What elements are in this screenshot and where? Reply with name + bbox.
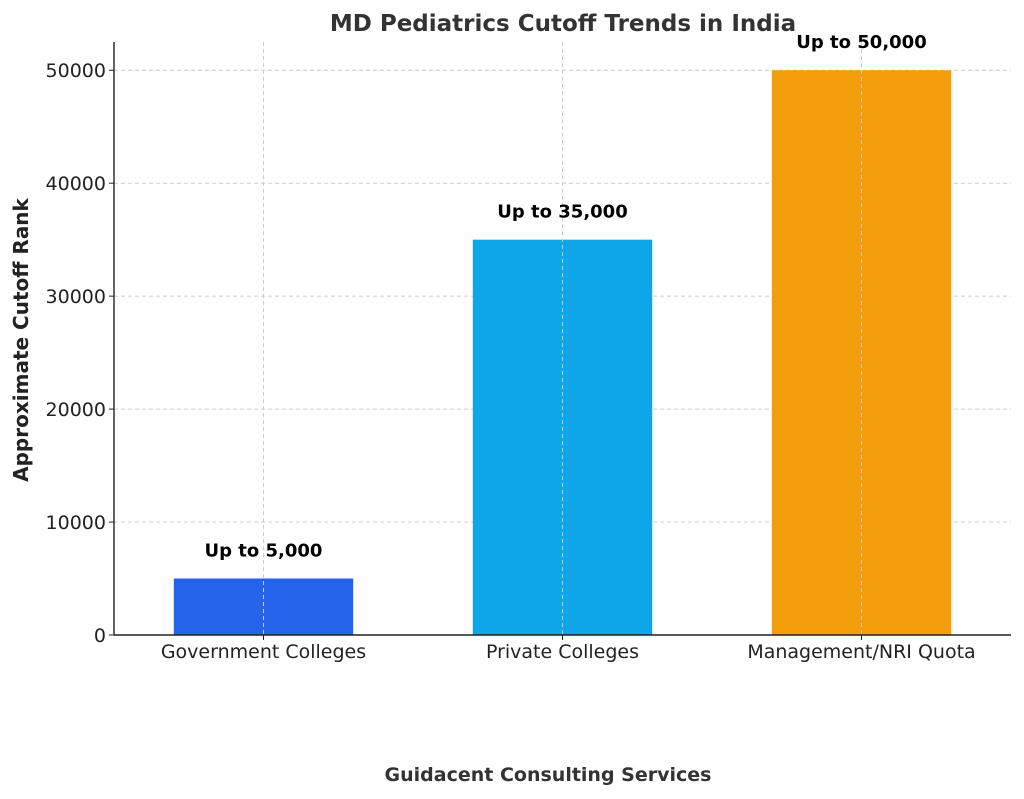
y-tick-label: 50000 — [46, 60, 106, 82]
x-tick-label: Government Colleges — [161, 641, 366, 663]
y-tick-label: 30000 — [46, 286, 106, 308]
data-label: Up to 50,000 — [796, 32, 926, 53]
footer-credit: Guidacent Consulting Services — [385, 764, 712, 786]
y-tick-label: 0 — [94, 625, 106, 647]
y-tick-label: 10000 — [46, 512, 106, 534]
x-tick-label: Private Colleges — [486, 641, 639, 663]
data-label: Up to 5,000 — [205, 541, 323, 562]
y-ticks: 0 10000 20000 30000 40000 50000 — [46, 60, 114, 647]
data-label: Up to 35,000 — [497, 202, 627, 223]
x-ticks: Government Colleges Private Colleges Manag… — [161, 635, 976, 663]
bars — [173, 42, 952, 635]
x-tick-label: Management/NRI Quota — [747, 641, 975, 663]
y-axis-label: Approximate Cutoff Rank — [9, 197, 33, 481]
y-tick-label: 20000 — [46, 399, 106, 421]
chart-title: MD Pediatrics Cutoff Trends in India — [330, 11, 796, 37]
data-labels: Up to 5,000 Up to 35,000 Up to 50,000 — [205, 32, 927, 561]
y-tick-label: 40000 — [46, 173, 106, 195]
